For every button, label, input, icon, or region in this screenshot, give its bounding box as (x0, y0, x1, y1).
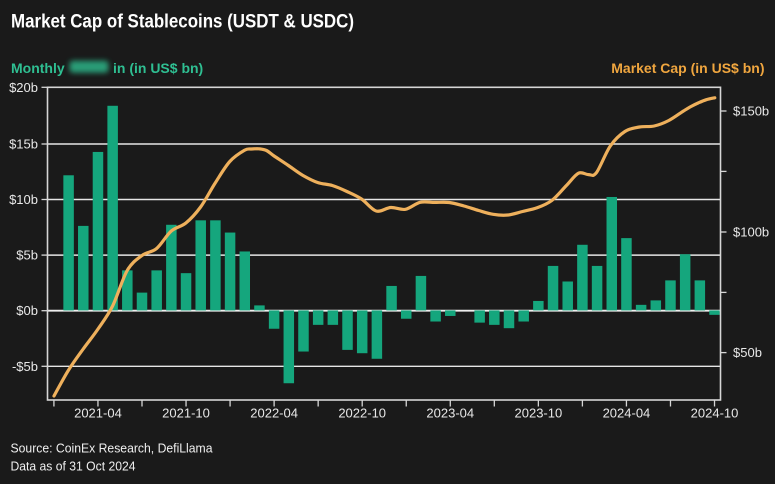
svg-text:$20b: $20b (9, 80, 38, 95)
svg-text:Source: CoinEx Research, DefiL: Source: CoinEx Research, DefiLlama (11, 441, 214, 456)
svg-text:Monthly: Monthly (11, 60, 65, 76)
svg-text:2023-10: 2023-10 (515, 406, 563, 421)
svg-text:2023-04: 2023-04 (426, 406, 474, 421)
svg-text:2021-10: 2021-10 (162, 406, 210, 421)
svg-text:2024-10: 2024-10 (691, 406, 739, 421)
svg-text:Market Cap (in US$ bn): Market Cap (in US$ bn) (611, 60, 764, 76)
svg-text:$50b: $50b (733, 345, 762, 360)
svg-text:in (in US$ bn): in (in US$ bn) (113, 60, 203, 76)
svg-text:Data as of 31 Oct 2024: Data as of 31 Oct 2024 (11, 459, 136, 474)
svg-text:$100b: $100b (733, 225, 769, 240)
svg-text:Market Cap of Stablecoins (USD: Market Cap of Stablecoins (USDT & USDC) (11, 12, 354, 33)
svg-text:$0b: $0b (16, 303, 38, 318)
svg-text:2021-04: 2021-04 (74, 406, 122, 421)
svg-text:$10b: $10b (9, 192, 38, 207)
svg-text:$5b: $5b (16, 248, 38, 263)
svg-text:2022-04: 2022-04 (250, 406, 298, 421)
svg-text:$15b: $15b (9, 137, 38, 152)
svg-text:$150b: $150b (733, 104, 769, 119)
svg-text:2024-04: 2024-04 (603, 406, 651, 421)
svg-text:2022-10: 2022-10 (338, 406, 386, 421)
svg-text:-$5b: -$5b (12, 359, 38, 374)
